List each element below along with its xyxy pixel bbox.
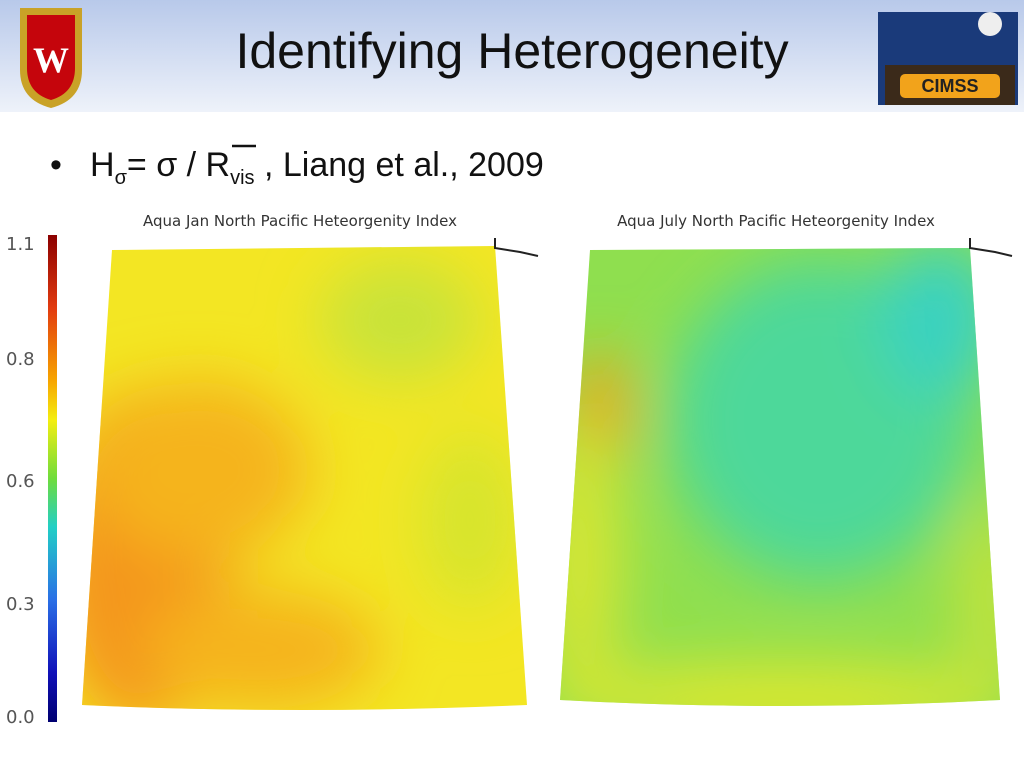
logo-text: CIMSS xyxy=(921,76,978,96)
map-jul xyxy=(560,248,1000,706)
equation: = σ / xyxy=(127,146,206,184)
uw-logo: W xyxy=(20,8,82,108)
ratio-sub: vis xyxy=(230,167,254,189)
bullet-dot: • xyxy=(50,146,62,184)
bullet-text: Hσ= σ / Rvis , Liang et al., 2009 xyxy=(90,146,544,189)
panel-title: Aqua Jan North Pacific Heteorgenity Inde… xyxy=(143,212,457,230)
cb-label: 0.6 xyxy=(6,471,35,492)
cb-label: 0.0 xyxy=(6,707,35,728)
cb-label: 0.8 xyxy=(6,349,35,370)
coast xyxy=(494,238,539,257)
coast xyxy=(969,238,1013,257)
cimss-logo: CIMSS xyxy=(878,12,1018,105)
svg-text:W: W xyxy=(33,40,69,80)
panel-title: Aqua July North Pacific Heteorgenity Ind… xyxy=(617,212,935,230)
ratio: R xyxy=(206,146,231,184)
symbol: H xyxy=(90,146,115,184)
title: Identifying Heterogeneity xyxy=(235,23,788,79)
cb-label: 1.1 xyxy=(6,234,35,255)
symbol-sub: σ xyxy=(115,167,128,189)
colorbar xyxy=(48,235,57,722)
map-jan xyxy=(82,246,527,710)
header-bg xyxy=(0,0,1024,112)
citation: , Liang et al., 2009 xyxy=(255,146,544,184)
cb-label: 0.3 xyxy=(6,594,35,615)
